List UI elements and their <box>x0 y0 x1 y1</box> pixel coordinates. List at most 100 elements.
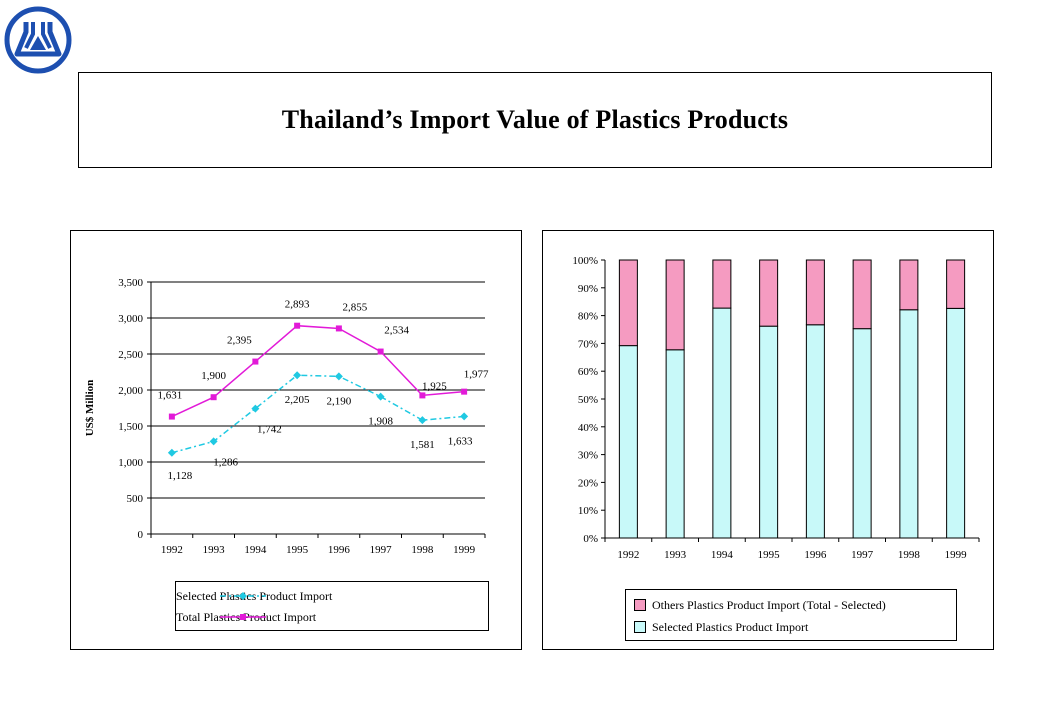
selected-import-point <box>376 392 385 401</box>
y-tick-label: 3,000 <box>118 313 143 325</box>
y-tick-label: 1,000 <box>118 457 143 469</box>
selected-import-point <box>334 372 343 381</box>
total-import-data-label: 1,925 <box>422 380 447 392</box>
legend-item-total: Total Plastics Product Import <box>176 608 316 626</box>
bar-selected-segment <box>805 324 825 539</box>
bar-others-segment <box>899 259 919 311</box>
title-box: Thailand’s Import Value of Plastics Prod… <box>78 72 992 168</box>
total-import-point <box>210 394 217 401</box>
legend-item-others: Others Plastics Product Import (Total - … <box>626 596 886 614</box>
stacked-bar-chart-panel: 0% 10% 20% 30% 40% 50% 60% 70% 80% 90% 100% 1992 199… <box>542 230 994 650</box>
x-tick-label: 1992 <box>161 544 183 556</box>
selected-import-data-label: 2,205 <box>285 394 310 406</box>
total-import-data-label: 1,631 <box>158 390 183 402</box>
y-tick-label: 100% <box>572 255 598 267</box>
selected-import-data-label: 1,908 <box>368 416 393 428</box>
selected-import-data-label: 1,633 <box>448 435 473 447</box>
x-tick-label: 1998 <box>411 544 434 556</box>
total-import-data-label: 2,534 <box>384 325 409 337</box>
legend-swatch-selected <box>220 592 266 600</box>
bar-selected-segment <box>712 307 732 539</box>
legend-swatch-selected-bar <box>634 621 646 633</box>
company-logo <box>4 6 72 74</box>
x-tick-label: 1997 <box>851 549 874 561</box>
selected-import-data-label: 1,128 <box>168 470 193 482</box>
bar-selected-segment <box>899 309 919 539</box>
total-import-point <box>419 392 426 399</box>
selected-import-data-label: 1,742 <box>257 424 282 436</box>
total-import-point <box>294 322 301 329</box>
x-tick-label: 1993 <box>203 544 226 556</box>
legend-swatch-others <box>634 599 646 611</box>
y-tick-label: 0 <box>138 529 144 541</box>
page-title: Thailand’s Import Value of Plastics Prod… <box>281 105 789 134</box>
selected-import-point <box>418 416 427 425</box>
bar-others-segment <box>852 259 872 330</box>
selected-import-point <box>293 371 302 380</box>
y-tick-label: 30% <box>578 450 598 462</box>
legend-swatch-total <box>220 614 266 620</box>
y-tick-label: 20% <box>578 477 598 489</box>
y-tick-label: 40% <box>578 422 598 434</box>
bar-others-segment <box>805 259 825 326</box>
line-chart-panel: 0 500 1,000 1,500 2,000 2,500 3,000 3,500 1992 19… <box>70 230 522 650</box>
x-tick-label: 1999 <box>945 549 968 561</box>
y-tick-label: 60% <box>578 366 598 378</box>
legend-label-selected: Selected Plastics Product Import <box>176 588 333 603</box>
x-tick-label: 1995 <box>286 544 309 556</box>
bar-others-segment <box>665 259 685 351</box>
y-tick-label: 50% <box>578 394 598 406</box>
total-import-point <box>168 413 175 420</box>
bar-selected-segment <box>852 328 872 539</box>
x-tick-label: 1997 <box>370 544 393 556</box>
x-tick-label: 1995 <box>758 549 781 561</box>
stacked-bar-chart: 0% 10% 20% 30% 40% 50% 60% 70% 80% 90% 100% 1992 199… <box>572 255 980 561</box>
total-import-point <box>252 358 259 365</box>
total-import-data-label: 2,395 <box>227 335 252 347</box>
selected-import-data-label: 1,581 <box>410 439 435 451</box>
y-tick-label: 0% <box>583 533 598 545</box>
total-import-data-label: 2,893 <box>285 299 310 311</box>
total-import-data-label: 2,855 <box>343 301 368 313</box>
bar-selected-segment <box>946 307 966 539</box>
selected-import-line <box>171 374 465 454</box>
y-axis-label: US$ Million <box>84 380 96 437</box>
y-tick-label: 2,500 <box>118 349 143 361</box>
selected-import-point <box>460 412 469 421</box>
selected-import-data-label: 1,286 <box>213 456 238 468</box>
selected-import-point <box>167 448 176 457</box>
bar-others-segment <box>946 259 966 309</box>
bar-chart-legend: Others Plastics Product Import (Total - … <box>625 589 957 641</box>
legend-label-others: Others Plastics Product Import (Total - … <box>652 597 886 612</box>
bar-others-segment <box>712 259 732 309</box>
y-tick-label: 500 <box>127 493 144 505</box>
line-chart: 0 500 1,000 1,500 2,000 2,500 3,000 3,500 1992 19… <box>84 277 489 556</box>
total-import-data-label: 1,977 <box>464 369 489 381</box>
total-import-data-label: 1,900 <box>201 370 226 382</box>
y-tick-label: 1,500 <box>118 421 143 433</box>
y-tick-label: 80% <box>578 311 598 323</box>
legend-label-selected-bar: Selected Plastics Product Import <box>652 619 809 634</box>
x-tick-label: 1993 <box>664 549 687 561</box>
line-chart-legend: Selected Plastics Product Import Total P… <box>175 581 489 631</box>
bar-others-segment <box>618 259 638 347</box>
selected-import-point <box>251 404 260 413</box>
x-tick-label: 1994 <box>244 544 267 556</box>
y-tick-label: 70% <box>578 338 598 350</box>
legend-item-selected-bar: Selected Plastics Product Import <box>626 618 808 636</box>
x-tick-label: 1996 <box>328 544 351 556</box>
legend-item-selected: Selected Plastics Product Import <box>176 587 332 605</box>
selected-import-point <box>209 437 218 446</box>
total-import-line <box>171 324 465 418</box>
bar-selected-segment <box>665 349 685 539</box>
y-tick-label: 2,000 <box>118 385 143 397</box>
y-tick-label: 90% <box>578 283 598 295</box>
y-tick-label: 10% <box>578 505 598 517</box>
x-tick-label: 1999 <box>453 544 476 556</box>
total-import-point <box>335 325 342 332</box>
y-tick-label: 3,500 <box>118 277 143 289</box>
x-tick-label: 1994 <box>711 549 734 561</box>
total-import-point <box>461 388 468 395</box>
selected-import-data-label: 2,190 <box>327 395 352 407</box>
bar-selected-segment <box>618 345 638 539</box>
